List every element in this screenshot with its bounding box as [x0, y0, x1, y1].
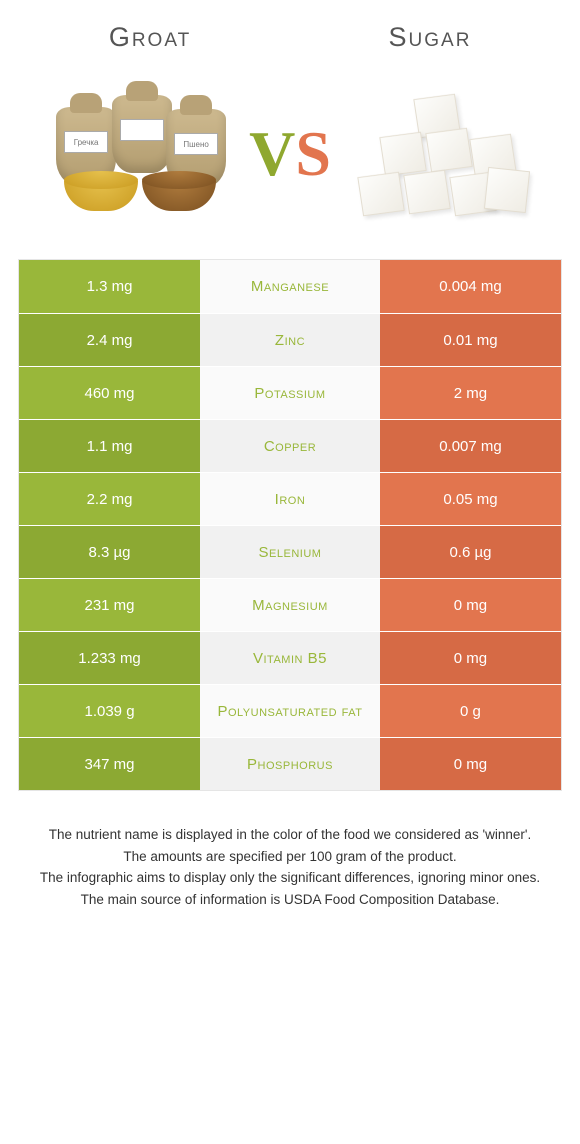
right-value: 0.007 mg [380, 420, 561, 472]
title-row: Groat Sugar [10, 22, 570, 53]
vs-s: S [295, 117, 331, 191]
right-value: 2 mg [380, 367, 561, 419]
groat-image: Гречка Пшено [41, 79, 241, 229]
note-4: The main source of information is USDA F… [38, 890, 542, 910]
table-row: 2.4 mgZinc0.01 mg [19, 313, 561, 366]
left-value: 231 mg [19, 579, 200, 631]
nutrient-label: Vitamin B5 [200, 632, 380, 684]
left-value: 2.4 mg [19, 314, 200, 366]
title-left: Groat [10, 22, 290, 53]
nutrient-label: Selenium [200, 526, 380, 578]
table-row: 2.2 mgIron0.05 mg [19, 472, 561, 525]
nutrient-label: Manganese [200, 260, 380, 313]
note-2: The amounts are specified per 100 gram o… [38, 847, 542, 867]
table-row: 347 mgPhosphorus0 mg [19, 737, 561, 790]
table-row: 1.039 gPolyunsaturated fat0 g [19, 684, 561, 737]
comparison-table: 1.3 mgManganese0.004 mg2.4 mgZinc0.01 mg… [18, 259, 562, 791]
table-row: 231 mgMagnesium0 mg [19, 578, 561, 631]
left-value: 1.3 mg [19, 260, 200, 313]
left-value: 8.3 µg [19, 526, 200, 578]
left-value: 460 mg [19, 367, 200, 419]
left-value: 347 mg [19, 738, 200, 790]
footer-notes: The nutrient name is displayed in the co… [38, 825, 542, 909]
table-row: 8.3 µgSelenium0.6 µg [19, 525, 561, 578]
title-right: Sugar [290, 22, 570, 53]
table-row: 1.1 mgCopper0.007 mg [19, 419, 561, 472]
left-value: 1.233 mg [19, 632, 200, 684]
hero-row: Гречка Пшено VS [10, 79, 570, 229]
nutrient-label: Magnesium [200, 579, 380, 631]
note-3: The infographic aims to display only the… [38, 868, 542, 888]
sugar-image [339, 79, 539, 229]
left-value: 2.2 mg [19, 473, 200, 525]
right-value: 0.05 mg [380, 473, 561, 525]
right-value: 0 g [380, 685, 561, 737]
vs-label: VS [249, 117, 331, 191]
table-row: 1.3 mgManganese0.004 mg [19, 260, 561, 313]
nutrient-label: Zinc [200, 314, 380, 366]
left-value: 1.1 mg [19, 420, 200, 472]
nutrient-label: Phosphorus [200, 738, 380, 790]
right-value: 0 mg [380, 738, 561, 790]
right-value: 0 mg [380, 579, 561, 631]
nutrient-label: Iron [200, 473, 380, 525]
left-value: 1.039 g [19, 685, 200, 737]
table-row: 1.233 mgVitamin B50 mg [19, 631, 561, 684]
nutrient-label: Polyunsaturated fat [200, 685, 380, 737]
nutrient-label: Copper [200, 420, 380, 472]
note-1: The nutrient name is displayed in the co… [38, 825, 542, 845]
table-row: 460 mgPotassium2 mg [19, 366, 561, 419]
vs-v: V [249, 117, 295, 191]
nutrient-label: Potassium [200, 367, 380, 419]
right-value: 0.004 mg [380, 260, 561, 313]
right-value: 0.01 mg [380, 314, 561, 366]
infographic: Groat Sugar Гречка Пшено VS [0, 0, 580, 941]
right-value: 0.6 µg [380, 526, 561, 578]
right-value: 0 mg [380, 632, 561, 684]
